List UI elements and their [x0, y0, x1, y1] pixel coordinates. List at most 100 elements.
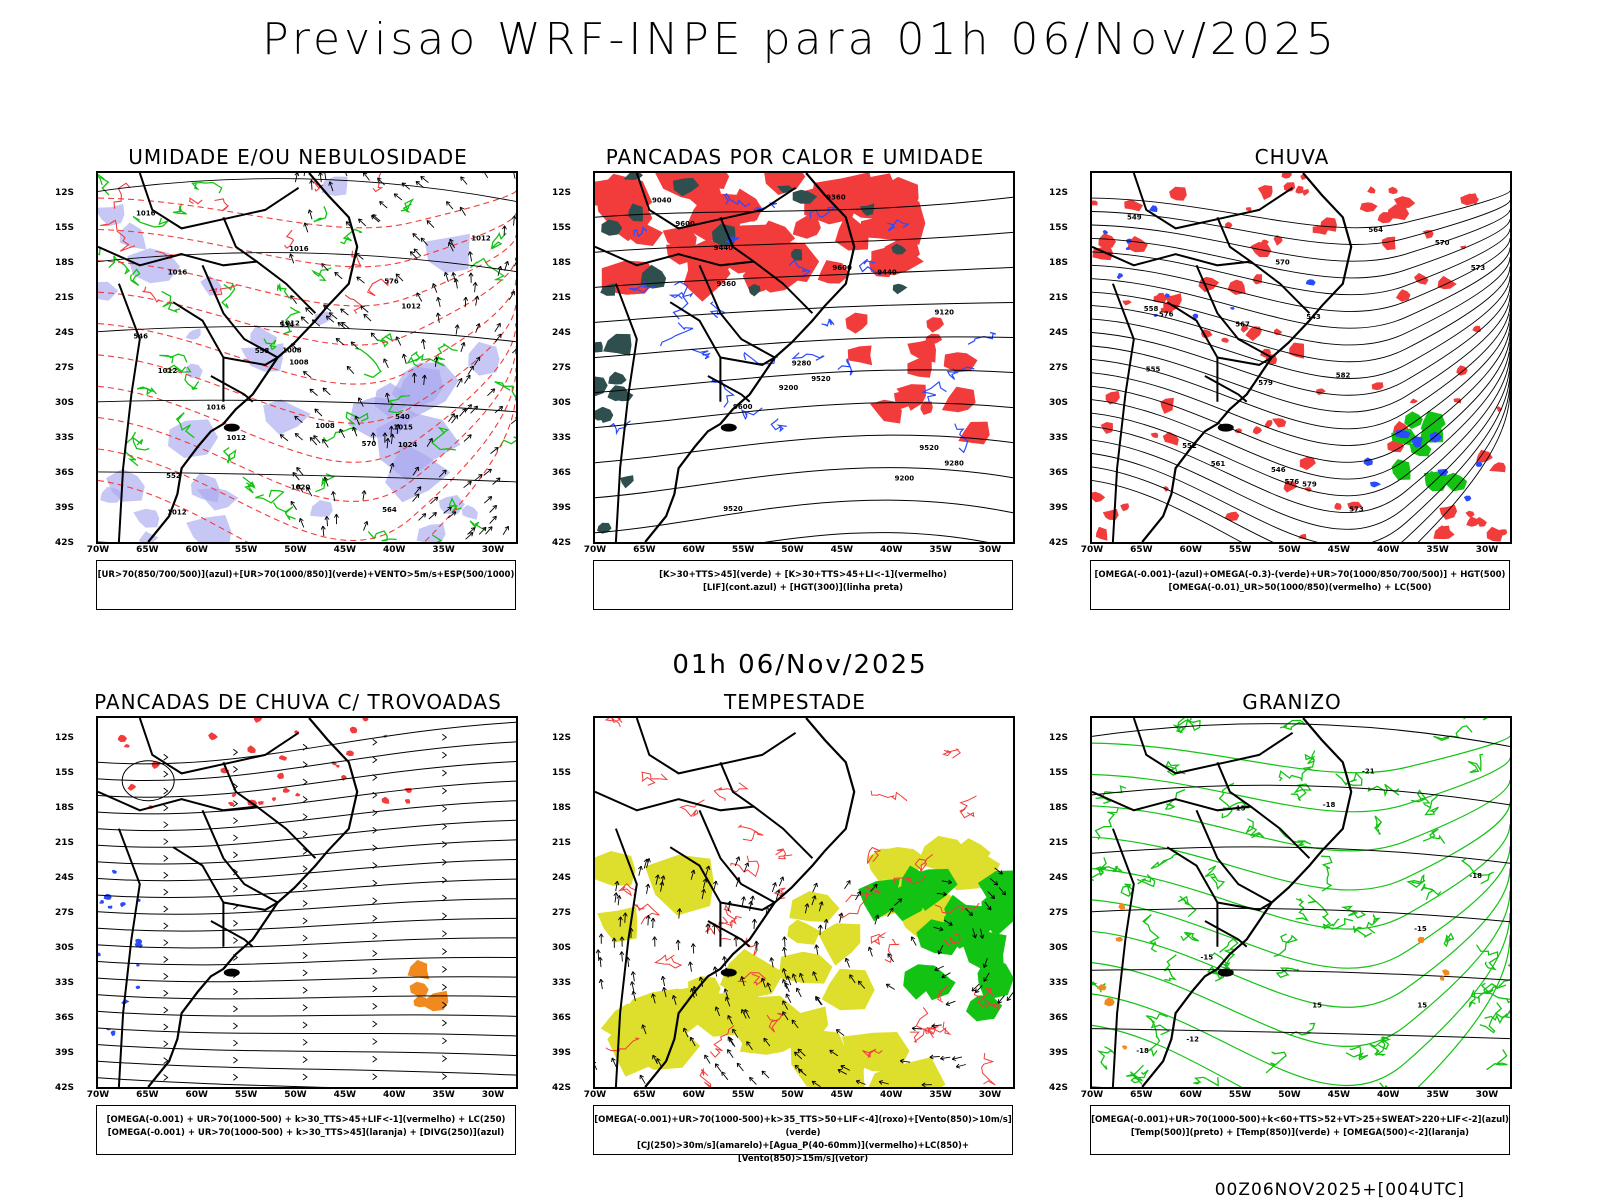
legend-line: [LIF](cont.azul) + [HGT(300)](linha pret…: [702, 583, 904, 593]
lagoon: [1217, 423, 1234, 432]
latitude-tick-label: 36S: [551, 468, 571, 478]
contour-label: 9440: [877, 268, 897, 276]
contour-label: 1012: [471, 234, 491, 242]
longitude-tick-label: 40W: [880, 545, 903, 555]
longitude-axis: 70W 65W 60W 55W 50W 45W 40W 35W 30W: [87, 1089, 518, 1103]
map-frame: -12 -15 -18 -21 -15 -18 15 15 -15 -18: [1090, 716, 1512, 1089]
contour-label: -12: [1186, 1036, 1199, 1044]
longitude-tick-label: 35W: [432, 1090, 455, 1100]
latitude-tick-label: 30S: [1048, 398, 1068, 408]
latitude-tick-label: 15S: [54, 768, 74, 778]
latitude-tick-label: 12S: [1048, 733, 1068, 743]
latitude-tick-label: 12S: [54, 188, 74, 198]
latitude-tick-label: 42S: [1048, 1083, 1068, 1093]
contour-label: -21: [1362, 768, 1375, 776]
map-plot: [595, 718, 1013, 1087]
border-line: [1132, 173, 1294, 230]
contour-label: 9360: [826, 194, 846, 202]
longitude-tick-label: 50W: [781, 1090, 804, 1100]
latitude-axis: 12S 15S 18S 21S 24S 27S 30S 33S 36S 39S 42S: [1048, 171, 1072, 548]
latitude-tick-label: 30S: [551, 943, 571, 953]
longitude-tick-label: 45W: [1327, 545, 1351, 555]
contour-label: 9200: [895, 474, 915, 482]
longitude-tick-label: 45W: [333, 545, 357, 555]
latitude-tick-label: 36S: [54, 1013, 74, 1023]
map-panel-trovoadas: PANCADAS DE CHUVA C/ TROVOADAS 12S 15S 18S 2…: [55, 690, 518, 1180]
contour-label: 570: [1435, 239, 1450, 247]
panel-title: GRANIZO: [1242, 690, 1342, 714]
contour-label: 564: [382, 506, 397, 514]
border-line: [1166, 301, 1219, 402]
contour-label: 561: [1211, 460, 1226, 468]
latitude-tick-label: 42S: [551, 538, 571, 548]
border-line: [614, 828, 638, 1087]
latitude-tick-label: 27S: [54, 908, 74, 918]
border-line: [1092, 790, 1311, 859]
contour-label: 1012: [158, 367, 178, 375]
lagoon: [720, 423, 737, 432]
latitude-tick-label: 30S: [54, 943, 74, 953]
latitude-tick-label: 39S: [551, 503, 571, 513]
coastline: [147, 718, 359, 1087]
border-line: [98, 790, 317, 859]
panel-title: TEMPESTADE: [724, 690, 866, 714]
legend-line: [Temp(500)](preto) + [Temp(850)](verde) …: [1130, 1128, 1470, 1138]
border-line: [669, 846, 722, 947]
border-line: [1166, 846, 1219, 947]
longitude-tick-label: 65W: [136, 1090, 159, 1100]
latitude-tick-label: 30S: [551, 398, 571, 408]
contour-label: -15: [1233, 805, 1246, 813]
latitude-tick-label: 39S: [54, 1048, 74, 1058]
longitude-tick-label: 65W: [633, 1090, 656, 1100]
latitude-tick-label: 27S: [54, 363, 74, 373]
longitude-tick-label: 35W: [1426, 545, 1449, 555]
latitude-tick-label: 21S: [54, 293, 74, 303]
border-line: [201, 809, 279, 904]
latitude-tick-label: 33S: [54, 433, 74, 443]
border-line: [1111, 828, 1135, 1087]
legend-line: [OMEGA(-0.001) + UR>70(1000-500) + k>30_…: [107, 1128, 505, 1138]
border-line: [707, 920, 751, 948]
longitude-axis: 70W 65W 60W 55W 50W 45W 40W 35W 30W: [584, 1089, 1015, 1103]
border-line: [138, 718, 300, 775]
legend-line: [OMEGA(-0.001) + UR>70(1000-500) + k>30_…: [106, 1115, 506, 1125]
latitude-tick-label: 18S: [551, 803, 571, 813]
contour-label: 540: [395, 413, 410, 421]
border-line: [707, 375, 751, 403]
longitude-tick-label: 50W: [284, 1090, 307, 1100]
longitude-tick-label: 50W: [1278, 1090, 1301, 1100]
longitude-tick-label: 40W: [1377, 1090, 1400, 1100]
border-line: [719, 761, 755, 808]
panel-title: PANCADAS DE CHUVA C/ TROVOADAS: [94, 690, 502, 714]
longitude-tick-label: 50W: [284, 545, 307, 555]
latitude-axis: 12S 15S 18S 21S 24S 27S 30S 33S 36S 39S 42S: [551, 171, 575, 548]
longitude-tick-label: 45W: [1327, 1090, 1351, 1100]
contour-label: 1008: [289, 358, 309, 366]
longitude-tick-label: 60W: [1179, 545, 1202, 555]
legend-box: [K>30+TTS>45](verde) + [K>30+TTS>45+LI<-…: [593, 560, 1013, 610]
longitude-tick-label: 60W: [682, 545, 705, 555]
coastline: [147, 173, 359, 542]
latitude-axis: 12S 15S 18S 21S 24S 27S 30S 33S 36S 39S 42S: [551, 716, 575, 1093]
latitude-tick-label: 39S: [1048, 503, 1068, 513]
border-line: [210, 375, 254, 403]
border-line: [98, 245, 317, 314]
contour-label: 552: [1182, 442, 1197, 450]
latitude-tick-label: 12S: [1048, 188, 1068, 198]
latitude-tick-label: 12S: [551, 188, 571, 198]
longitude-tick-label: 40W: [880, 1090, 903, 1100]
border-line: [172, 846, 225, 947]
contour-label: 1020: [291, 484, 311, 492]
border-line: [1132, 718, 1294, 775]
longitude-tick-label: 70W: [1080, 545, 1104, 555]
latitude-tick-label: 24S: [54, 873, 74, 883]
longitude-axis: 70W 65W 60W 55W 50W 45W 40W 35W 30W: [584, 544, 1015, 558]
contour-label: 9520: [919, 444, 939, 452]
legend-line: [OMEGA(-0.01)_UR>50(1000/850)(vermelho) …: [1168, 583, 1432, 593]
map-plot: 5825795765735705675645615585555525495465…: [1092, 173, 1510, 542]
contour-label: 558: [255, 347, 270, 355]
map-frame: [593, 716, 1015, 1089]
latitude-tick-label: 27S: [1048, 363, 1068, 373]
border-line: [223, 901, 279, 911]
contour-label: 543: [1306, 313, 1321, 321]
